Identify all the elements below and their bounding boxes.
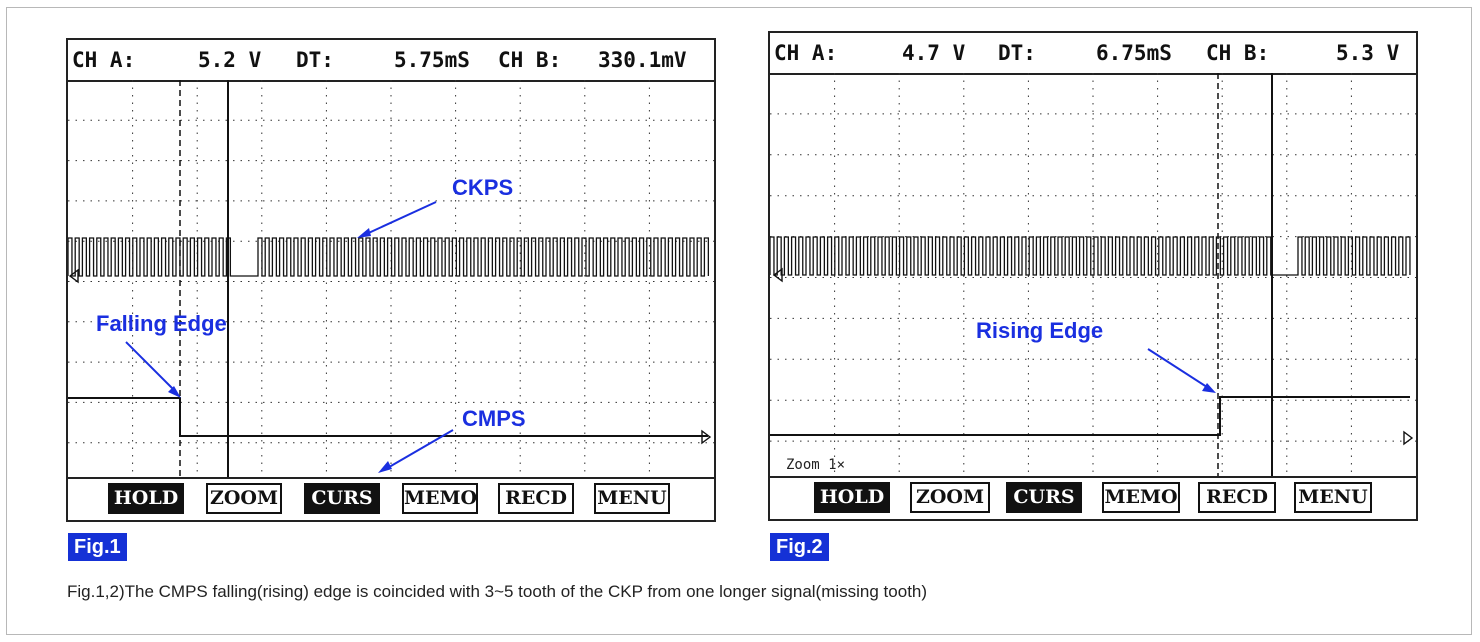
ch-a-value: 4.7 V	[902, 41, 966, 65]
ckps-trace	[770, 236, 1411, 276]
falling-edge-label: Falling Edge	[96, 311, 227, 336]
ch-a-value: 5.2 V	[198, 48, 262, 72]
arrow-icon	[378, 461, 392, 473]
fig2-tag: Fig.2	[770, 533, 829, 561]
recd-button[interactable]: RECD	[498, 483, 574, 514]
softkey-bar: HOLD ZOOM CURS MEMO RECD MENU	[770, 476, 1416, 519]
channel-a-marker	[68, 268, 79, 284]
menu-button[interactable]: MENU	[594, 483, 670, 514]
ch-a-label: CH A:	[72, 48, 136, 72]
curs-button[interactable]: CURS	[304, 483, 380, 514]
waveform-svg: Rising Edge Zoom 1×	[770, 73, 1416, 482]
oscilloscope-screen-fig2: CH A: 4.7 V DT: 6.75mS CH B: 5.3 V Risin…	[768, 31, 1418, 521]
cmps-label: CMPS	[462, 406, 526, 431]
softkey-bar: HOLD ZOOM CURS MEMO RECD MENU	[68, 477, 714, 520]
figure-caption: Fig.1,2)The CMPS falling(rising) edge is…	[67, 582, 928, 601]
arrow-icon	[168, 386, 181, 398]
curs-button[interactable]: CURS	[1006, 482, 1082, 513]
readout-bar: CH A: 5.2 V DT: 5.75mS CH B: 330.1mV	[68, 40, 714, 82]
ch-a-label: CH A:	[774, 41, 838, 65]
dt-label: DT:	[296, 48, 334, 72]
waveform-svg: CKPS CMPS Falling Edge	[68, 80, 714, 483]
dt-value: 6.75mS	[1096, 41, 1172, 65]
readout-bar: CH A: 4.7 V DT: 6.75mS CH B: 5.3 V	[770, 33, 1416, 75]
fig1-tag: Fig.1	[68, 533, 127, 561]
arrow-icon	[357, 228, 371, 238]
grid	[770, 73, 1416, 482]
oscilloscope-screen-fig1: CH A: 5.2 V DT: 5.75mS CH B: 330.1mV CKP…	[66, 38, 716, 522]
dt-value: 5.75mS	[394, 48, 470, 72]
waveform-plot: Rising Edge Zoom 1×	[770, 73, 1416, 482]
rising-edge-label: Rising Edge	[976, 318, 1103, 343]
ch-b-value: 5.3 V	[1336, 41, 1400, 65]
ckps-label: CKPS	[452, 175, 513, 200]
recd-button[interactable]: RECD	[1198, 482, 1276, 513]
channel-b-marker	[701, 429, 712, 445]
memo-button[interactable]: MEMO	[1102, 482, 1180, 513]
channel-b-marker	[1403, 430, 1414, 446]
memo-button[interactable]: MEMO	[402, 483, 478, 514]
waveform-plot: CKPS CMPS Falling Edge	[68, 80, 714, 483]
hold-button[interactable]: HOLD	[108, 483, 184, 514]
ch-b-label: CH B:	[498, 48, 562, 72]
ch-b-label: CH B:	[1206, 41, 1270, 65]
zoom-button[interactable]: ZOOM	[206, 483, 282, 514]
arrow-icon	[1202, 383, 1216, 393]
ch-b-value: 330.1mV	[598, 48, 687, 72]
cmps-trace	[68, 397, 708, 437]
zoom-button[interactable]: ZOOM	[910, 482, 990, 513]
menu-button[interactable]: MENU	[1294, 482, 1372, 513]
channel-a-marker	[772, 267, 783, 283]
cmps-trace	[770, 396, 1410, 436]
ckps-trace	[68, 237, 710, 277]
grid	[68, 80, 714, 483]
dt-label: DT:	[998, 41, 1036, 65]
zoom-indicator: Zoom 1×	[786, 457, 845, 473]
hold-button[interactable]: HOLD	[814, 482, 890, 513]
